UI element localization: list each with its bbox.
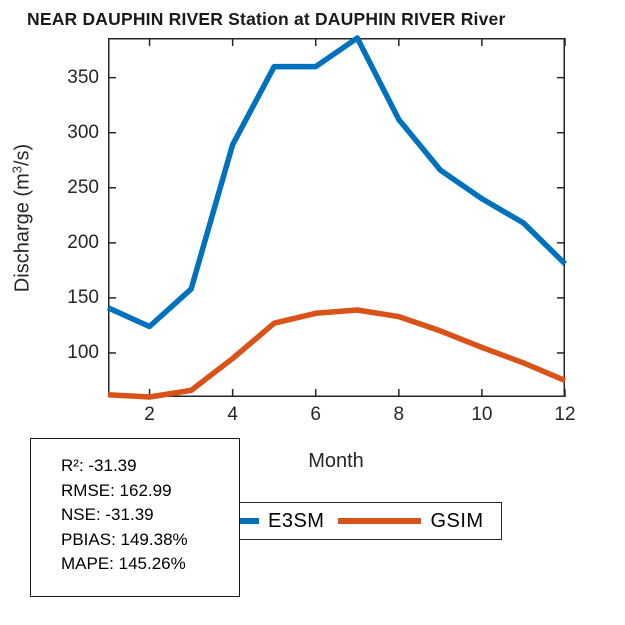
y-axis-label: Discharge (m3/s) [10, 144, 35, 292]
x-tick-label: 10 [471, 404, 493, 425]
y-tick-label: 200 [67, 231, 99, 253]
axes-box [108, 38, 565, 397]
legend-label-e3sm: E3SM [268, 509, 325, 532]
x-tick-label: 2 [144, 404, 155, 425]
y-tick-label: 150 [67, 286, 99, 308]
y-axis-label-superscript: 3 [9, 166, 25, 174]
series-layer [106, 35, 567, 400]
tick-marks-layer [108, 38, 566, 397]
e3sm-line [106, 35, 567, 330]
y-tick-label: 300 [67, 121, 99, 143]
x-tick-label: 12 [554, 404, 576, 425]
stat-line-r2: R²: -31.39 [61, 456, 137, 475]
plot-area [106, 35, 567, 400]
stats-box: R²: -31.39 RMSE: 162.99 NSE: -31.39 PBIA… [30, 438, 240, 597]
chart-title: NEAR DAUPHIN RIVER Station at DAUPHIN RI… [27, 9, 506, 29]
stat-line-rmse: RMSE: 162.99 [61, 480, 172, 500]
stat-line-nse: NSE: -31.39 [61, 505, 154, 524]
x-tick-label: 8 [393, 404, 405, 425]
y-tick-label: 350 [67, 66, 99, 88]
x-tick-label: 4 [227, 404, 238, 425]
legend-item-gsim: GSIM [338, 510, 483, 533]
y-tick-label: 100 [67, 341, 99, 363]
y-axis-label-unit: /s) [11, 143, 34, 167]
x-tick-label: 6 [310, 404, 322, 425]
legend-swatch-gsim [338, 518, 422, 524]
plot-canvas [106, 35, 567, 400]
stat-line-mape: MAPE: 145.26% [61, 554, 186, 573]
legend-label-gsim: GSIM [430, 509, 484, 532]
gsim-line [107, 307, 567, 400]
stat-line-pbias: PBIAS: 149.38% [61, 529, 188, 549]
x-axis-label: Month [308, 450, 364, 472]
y-tick-label: 250 [67, 176, 99, 198]
